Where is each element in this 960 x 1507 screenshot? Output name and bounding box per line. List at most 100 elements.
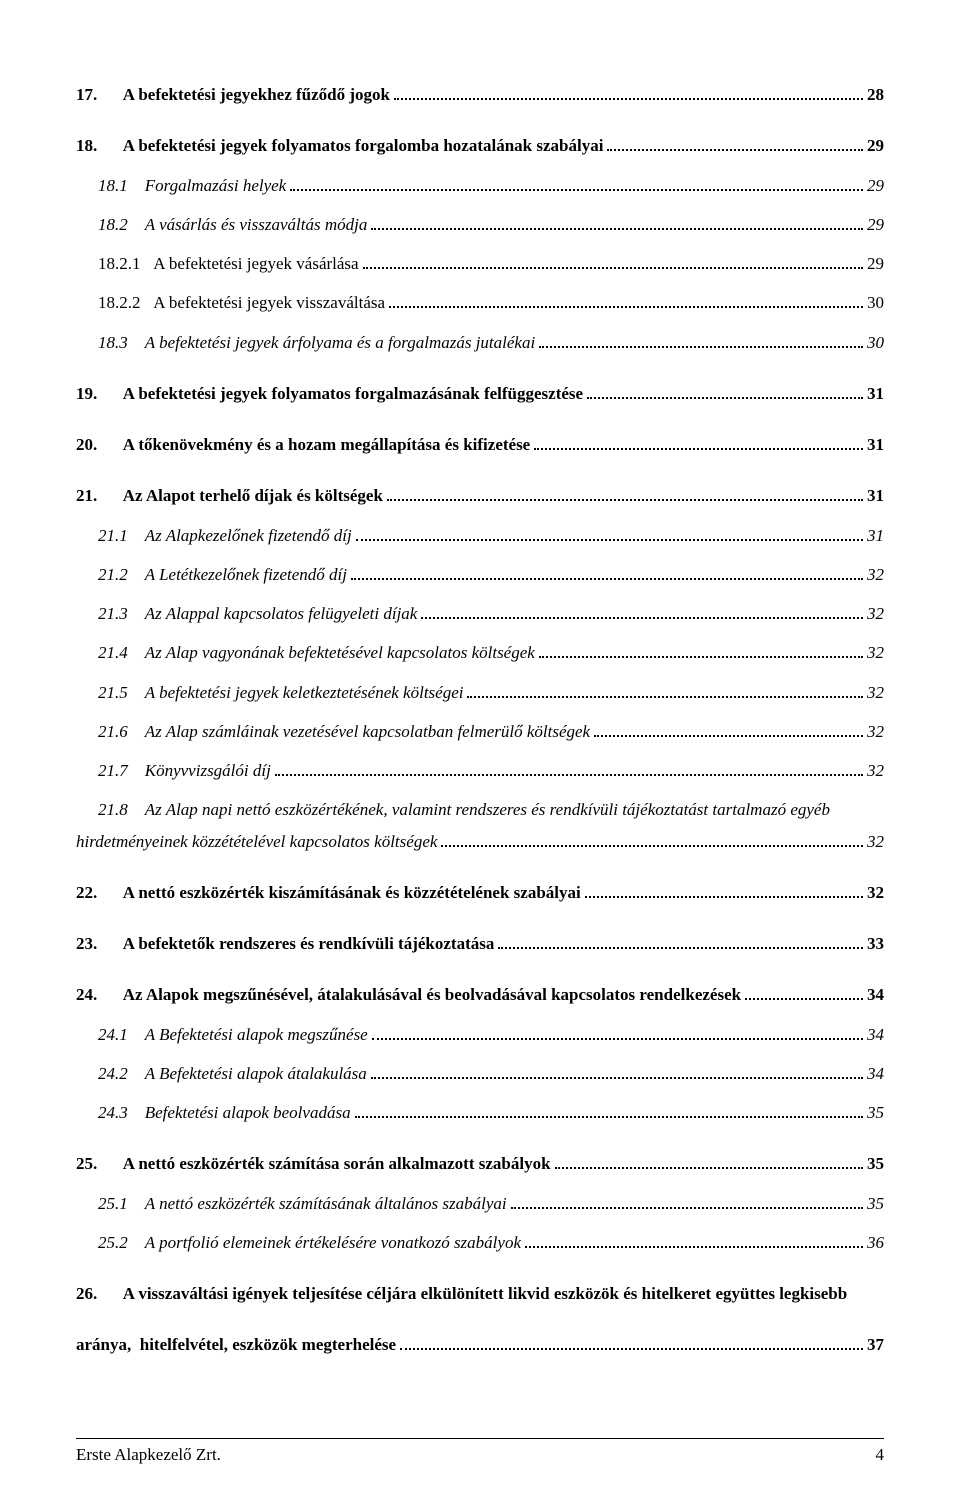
toc-title: Az Alap számláinak vezetésével kapcsolat… [145,721,590,742]
toc-page: 37 [867,1334,884,1355]
toc-leader-dots [355,1107,863,1118]
toc-page: 35 [867,1102,884,1123]
toc-page: 31 [867,383,884,404]
toc-number: 18.2.2 [98,292,153,313]
toc-leader-dots [745,989,863,1000]
toc-entry: 25.1 A nettó eszközérték számításának ál… [76,1193,884,1214]
toc-number: 18.1 [98,175,145,196]
toc-title: A portfolió elemeinek értékelésére vonat… [145,1232,521,1253]
toc-number: 18.2 [98,214,145,235]
toc-entry: 21.8 Az Alap napi nettó eszközértékének,… [76,799,884,820]
toc-title: A Befektetési alapok átalakulása [145,1063,367,1084]
page-footer: Erste Alapkezelő Zrt. 4 [76,1438,884,1465]
toc-page: 29 [867,214,884,235]
toc-number: 24. [76,984,123,1005]
toc-page: 30 [867,292,884,313]
toc-number: 21.7 [98,760,145,781]
toc-leader-dots [525,1236,863,1247]
toc-title: Az Alapkezelőnek fizetendő díj [145,525,352,546]
toc-number: 26. [76,1283,123,1304]
toc-leader-dots [511,1197,863,1208]
toc-number: 20. [76,434,123,455]
toc-entry: 21.7 Könyvvizsgálói díj32 [76,760,884,781]
toc-entry: 25. A nettó eszközérték számítása során … [76,1153,884,1174]
toc-number: 18.3 [98,332,145,353]
toc-title: hirdetményeinek közzétételével kapcsolat… [76,831,437,852]
toc-number: 18. [76,135,123,156]
toc-entry: 20. A tőkenövekmény és a hozam megállapí… [76,434,884,455]
toc-title: A Befektetési alapok megszűnése [145,1024,368,1045]
toc-leader-dots [351,568,863,579]
toc-entry: 25.2 A portfolió elemeinek értékelésére … [76,1232,884,1253]
toc-leader-dots [607,140,863,151]
toc-page: 35 [867,1193,884,1214]
toc-number: 21.4 [98,642,145,663]
toc-leader-dots [587,387,863,398]
toc-leader-dots [394,89,863,100]
toc-title: Befektetési alapok beolvadása [145,1102,351,1123]
toc-entry: 22. A nettó eszközérték kiszámításának é… [76,882,884,903]
toc-number: 22. [76,882,123,903]
toc-title: A befektetési jegyek árfolyama és a forg… [145,332,535,353]
toc-page: 32 [867,682,884,703]
toc-leader-dots [539,647,863,658]
toc-number: 21.1 [98,525,145,546]
toc-number: 25.1 [98,1193,145,1214]
toc-title: aránya, hitelfelvétel, eszközök megterhe… [76,1334,396,1355]
toc-page: 29 [867,175,884,196]
toc-leader-dots [421,608,863,619]
toc-title: A tőkenövekmény és a hozam megállapítása… [123,434,530,455]
toc-entry: 24.3 Befektetési alapok beolvadása35 [76,1102,884,1123]
table-of-contents: 17. A befektetési jegyekhez fűződő jogok… [76,84,884,1356]
toc-number: 23. [76,933,123,954]
toc-page: 30 [867,332,884,353]
toc-title: A vásárlás és visszaváltás módja [145,214,368,235]
toc-title: A befektetési jegyek folyamatos forgalom… [123,135,604,156]
toc-title: A befektetési jegyek folyamatos forgalma… [123,383,583,404]
page: 17. A befektetési jegyekhez fűződő jogok… [0,0,960,1507]
toc-entry: 21.1 Az Alapkezelőnek fizetendő díj31 [76,525,884,546]
toc-number: 25.2 [98,1232,145,1253]
toc-title: Az Alapot terhelő díjak és költségek [123,485,383,506]
toc-leader-dots [400,1339,863,1350]
toc-leader-dots [389,297,863,308]
toc-number: 21.3 [98,603,145,624]
toc-title: A nettó eszközérték kiszámításának és kö… [123,882,581,903]
toc-page: 32 [867,721,884,742]
toc-title: A befektetési jegyek visszaváltása [153,292,385,313]
toc-page: 35 [867,1153,884,1174]
toc-entry: 19. A befektetési jegyek folyamatos forg… [76,383,884,404]
toc-leader-dots [594,725,863,736]
toc-entry: 21.5 A befektetési jegyek keletkeztetésé… [76,682,884,703]
toc-entry: 17. A befektetési jegyekhez fűződő jogok… [76,84,884,105]
toc-entry: 18.3 A befektetési jegyek árfolyama és a… [76,332,884,353]
toc-number: 21.2 [98,564,145,585]
toc-page: 32 [867,642,884,663]
toc-title: Az Alapok megszűnésével, átalakulásával … [123,984,741,1005]
toc-page: 32 [867,882,884,903]
toc-entry: 24.2 A Befektetési alapok átalakulása34 [76,1063,884,1084]
toc-page: 32 [867,603,884,624]
footer-page-number: 4 [876,1445,885,1465]
toc-entry: 21.4 Az Alap vagyonának befektetésével k… [76,642,884,663]
toc-number: 21.5 [98,682,145,703]
toc-entry-continuation: hirdetményeinek közzétételével kapcsolat… [76,831,884,852]
toc-page: 32 [867,760,884,781]
toc-leader-dots [467,686,863,697]
toc-leader-dots [555,1158,863,1169]
toc-leader-dots [539,336,863,347]
toc-number: 19. [76,383,123,404]
toc-entry: 21.3 Az Alappal kapcsolatos felügyeleti … [76,603,884,624]
toc-title: A befektetők rendszeres és rendkívüli tá… [123,933,495,954]
toc-entry: 21. Az Alapot terhelő díjak és költségek… [76,485,884,506]
toc-page: 29 [867,135,884,156]
toc-number: 18.2.1 [98,253,153,274]
toc-entry: 24.1 A Befektetési alapok megszűnése 34 [76,1024,884,1045]
toc-number: 24.1 [98,1024,145,1045]
toc-title: A nettó eszközérték számításának általán… [145,1193,507,1214]
toc-title: A nettó eszközérték számítása során alka… [123,1153,551,1174]
toc-entry: 18.2 A vásárlás és visszaváltás módja 29 [76,214,884,235]
toc-leader-dots [363,258,863,269]
toc-leader-dots [441,835,863,846]
toc-page: 34 [867,1024,884,1045]
